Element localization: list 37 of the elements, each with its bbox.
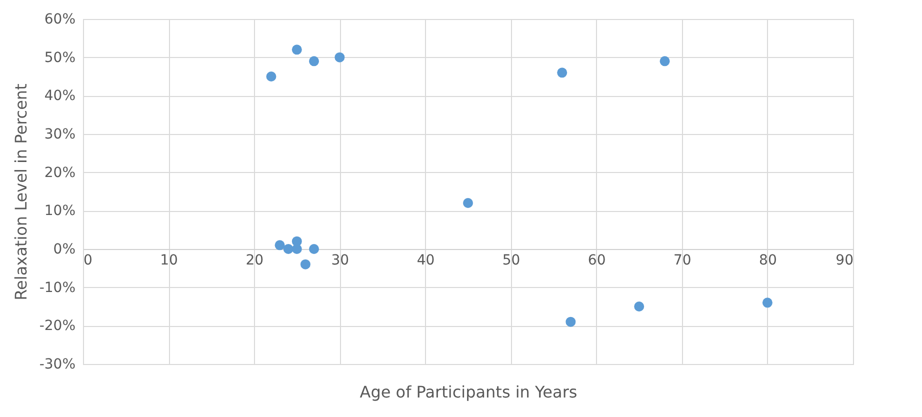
x-tick-label: 70 [673,252,692,268]
point [463,198,473,208]
y-tick-label: 20% [44,164,76,181]
point [292,44,302,55]
point [274,240,285,250]
y-tick-label: 10% [44,203,76,220]
point [292,244,302,254]
point [660,56,670,66]
x-tick-label: 20 [246,252,264,268]
x-tick-label: 40 [416,252,435,268]
y-axis-title: Relaxation Level in Percent [11,84,30,300]
y-tick-label: -10% [39,280,76,296]
point [300,259,310,270]
x-tick-label: 10 [160,252,178,268]
point [309,56,319,66]
x-tick-label: 0 [84,252,92,268]
x-tick-label: 50 [502,252,520,268]
point [762,298,772,308]
y-tick-label: 30% [44,126,76,142]
y-tick-label: -20% [39,318,76,334]
x-axis-title: Age of Participants in Years [360,382,578,402]
y-tick-label: 50% [44,50,76,66]
y-tick-label: 0% [53,242,76,258]
x-tick-label: 60 [588,252,606,268]
point [557,68,568,78]
y-tick-label: 60% [44,12,76,28]
point [634,302,644,312]
point [566,316,576,327]
x-tick-label: 90 [836,252,854,268]
x-tick-label: 30 [331,252,350,268]
point [283,244,294,254]
point [334,52,345,62]
y-tick-label: 40% [44,88,76,104]
y-tick-label: -30% [39,356,76,372]
point [309,244,319,254]
point [266,72,276,82]
x-tick-label: 80 [759,252,777,268]
